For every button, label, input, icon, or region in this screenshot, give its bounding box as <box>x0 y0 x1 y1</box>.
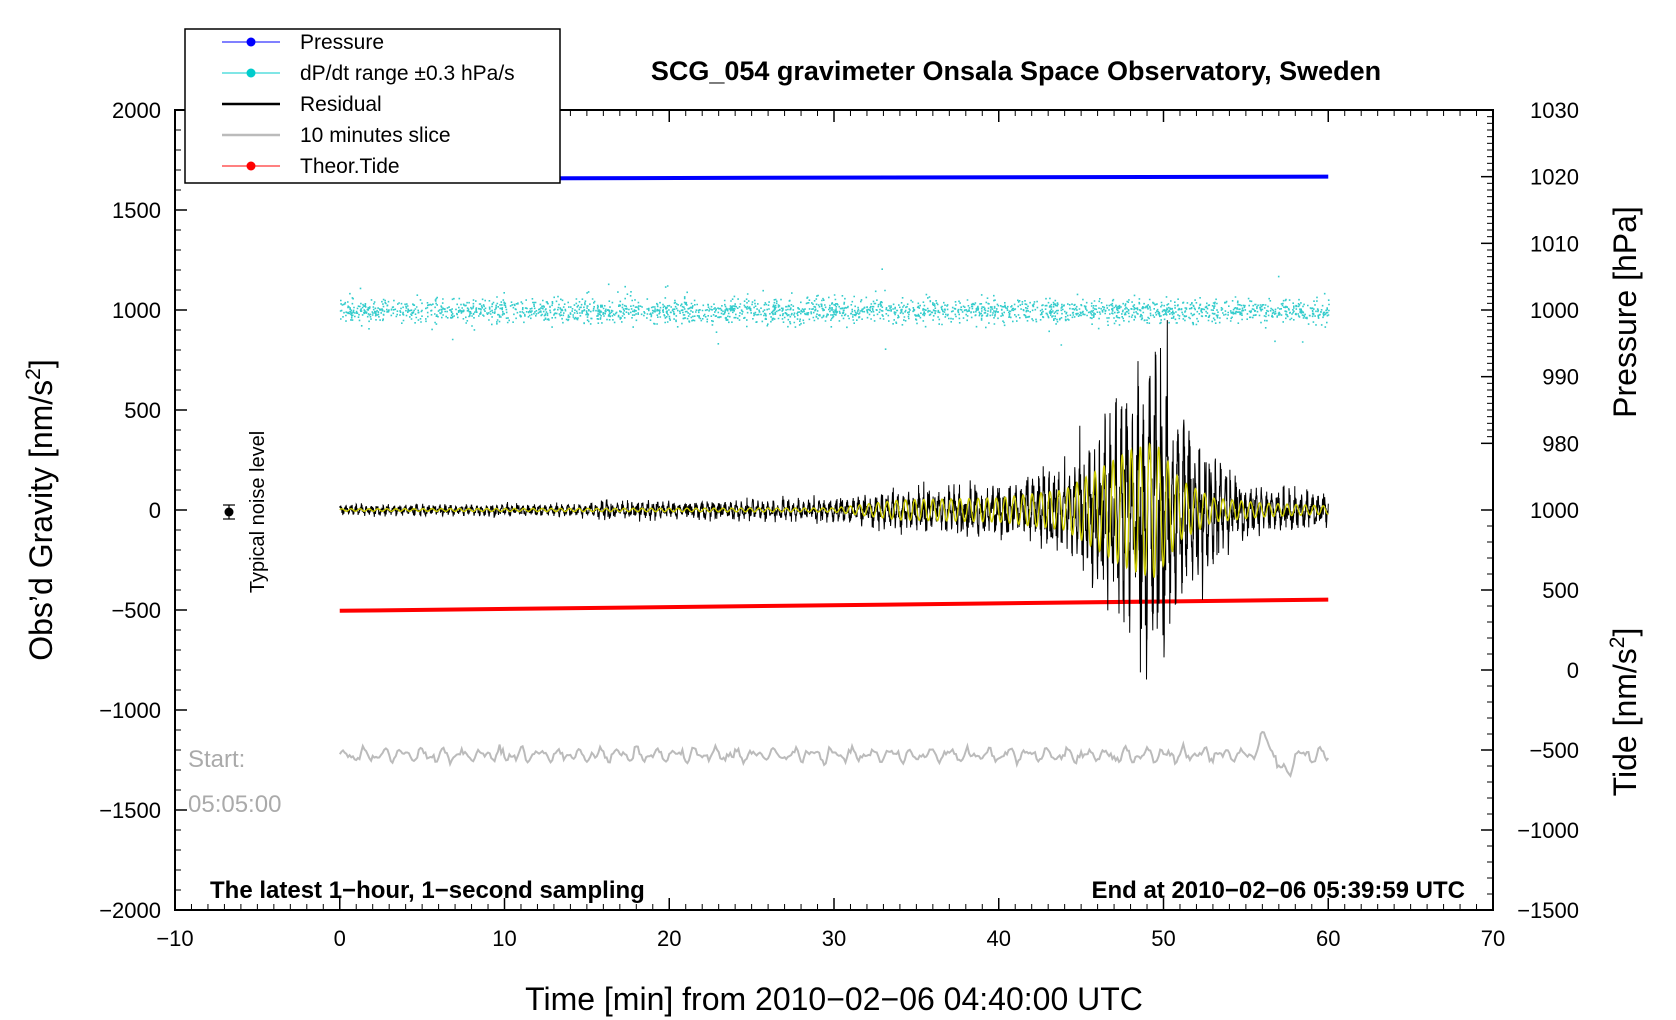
left-tick-label: 500 <box>124 398 161 423</box>
pressure-tick-label: 990 <box>1542 365 1579 390</box>
legend-label: Pressure <box>300 31 384 54</box>
tide-tick-label: −1500 <box>1517 898 1579 923</box>
left-tick-label: −1000 <box>99 698 161 723</box>
left-axis-label: Obs’d Gravity [nm/s2] <box>22 359 59 661</box>
legend-label: 10 minutes slice <box>300 124 451 147</box>
pressure-tick-label: 1010 <box>1530 231 1579 256</box>
start-label: Start: <box>188 746 245 773</box>
noise-level-indicator: Typical noise level <box>223 431 269 593</box>
legend-marker <box>246 37 256 47</box>
ten-minute-slice-series-line <box>338 730 1330 778</box>
left-tick-label: −2000 <box>99 898 161 923</box>
tide-tick-label: −1000 <box>1517 818 1579 843</box>
left-tick-label: −1500 <box>99 798 161 823</box>
end-time-note: End at 2010−02−06 05:39:59 UTC <box>1091 877 1465 904</box>
tide-axis-label-main: Tide [nm/s <box>1607 648 1643 796</box>
pressure-axis-label: Pressure [hPa] <box>1607 206 1643 418</box>
sampling-note: The latest 1−hour, 1−second sampling <box>210 877 645 904</box>
filtered-series-line <box>339 442 1329 578</box>
pressure-tick-label: 980 <box>1542 431 1579 456</box>
tick-labels-group: −10 0 10 20 30 40 50 60 702000150010005000−500−1… <box>99 98 1579 951</box>
left-tick-label: 0 <box>149 498 161 523</box>
x-tick-label: 20 <box>657 926 681 951</box>
noise-dot <box>224 507 234 517</box>
x-axis-label: Time [min] from 2010−02−06 04:40:00 UTC <box>525 981 1143 1017</box>
legend-box <box>184 28 561 184</box>
tide-tick-label: −500 <box>1529 738 1579 763</box>
dpdt-scatter-series <box>339 268 1330 350</box>
legend-marker <box>246 68 256 78</box>
pressure-tick-label: 1000 <box>1530 298 1579 323</box>
chart-title: SCG_054 gravimeter Onsala Space Observat… <box>651 56 1381 86</box>
noise-level-label: Typical noise level <box>247 431 269 593</box>
x-tick-label: 30 <box>822 926 846 951</box>
left-tick-label: 1000 <box>112 298 161 323</box>
x-tick-label: 70 <box>1481 926 1505 951</box>
x-tick-label: 10 <box>492 926 516 951</box>
tide-axis-label-sup: 2 <box>1606 637 1629 649</box>
left-tick-label: 2000 <box>112 98 161 123</box>
legend-label: Residual <box>300 93 382 116</box>
pressure-tick-label: 1020 <box>1530 165 1579 190</box>
x-tick-label: 0 <box>334 926 346 951</box>
tide-tick-label: 0 <box>1567 658 1579 683</box>
left-axis-label-main: Obs’d Gravity [nm/s <box>23 380 59 661</box>
left-tick-label: −500 <box>111 598 161 623</box>
left-tick-label: 1500 <box>112 198 161 223</box>
left-axis-label-end: ] <box>23 359 59 368</box>
pressure-tick-label: 1030 <box>1530 98 1579 123</box>
legend-label: Theor.Tide <box>300 155 400 178</box>
x-tick-label: 40 <box>987 926 1011 951</box>
start-time: 05:05:00 <box>188 791 281 818</box>
x-tick-label: 60 <box>1316 926 1340 951</box>
tide-tick-label: 1000 <box>1530 498 1579 523</box>
legend-marker <box>246 161 256 171</box>
x-tick-label: −10 <box>156 926 193 951</box>
left-axis-label-sup: 2 <box>22 368 45 380</box>
tide-tick-label: 500 <box>1542 578 1579 603</box>
legend: Pressure dP/dt range ±0.3 hPa/s Residual 10… <box>184 28 561 184</box>
tide-axis-label-end: ] <box>1607 628 1643 637</box>
axes-group <box>174 109 1494 911</box>
x-tick-label: 50 <box>1151 926 1175 951</box>
tide-axis-label: Tide [nm/s2] <box>1606 628 1643 797</box>
legend-label: dP/dt range ±0.3 hPa/s <box>300 62 515 85</box>
